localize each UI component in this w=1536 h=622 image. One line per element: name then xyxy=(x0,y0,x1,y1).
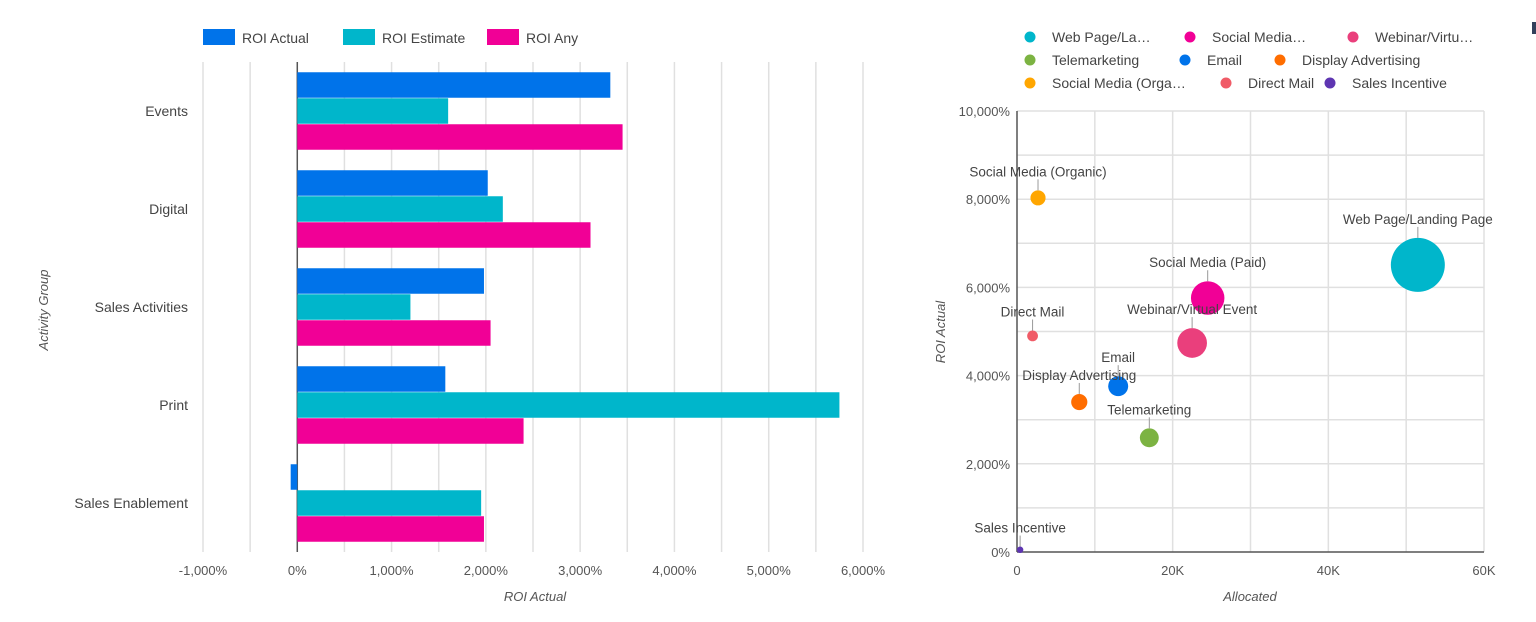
legend-label-2: Webinar/Virtu… xyxy=(1375,29,1473,45)
bar-roi-actual-print xyxy=(297,366,446,392)
bar-roi-any-sales-activities xyxy=(297,320,491,346)
bar-roi-any-print xyxy=(297,418,524,444)
bar-chart-x-axis-title: ROI Actual xyxy=(504,589,567,604)
bar-roi-estimate-sales-enablement xyxy=(297,490,482,516)
bubble-label-email: Email xyxy=(1101,350,1135,365)
scatter-chart-bubbles: Web Page/Landing Page Social Media (Paid)… xyxy=(969,164,1493,554)
scatter-y-tick-label: 10,000% xyxy=(959,104,1011,119)
roi-vs-allocated-bubble-chart: Web Page/La… Social Media… Webinar/Virtu… T… xyxy=(933,29,1496,604)
legend-label-roi-actual: ROI Actual xyxy=(242,30,309,46)
bubble-display-advertising xyxy=(1071,393,1088,411)
legend-dot-3 xyxy=(1024,54,1036,66)
bar-x-tick-label: 6,000% xyxy=(841,563,886,578)
legend-label-5: Display Advertising xyxy=(1302,52,1420,68)
category-label-sales-enablement: Sales Enablement xyxy=(74,495,188,511)
bar-roi-actual-sales-activities xyxy=(297,268,484,294)
bubble-social-media-organic xyxy=(1030,190,1046,206)
bubble-label-web-page-landing-page: Web Page/Landing Page xyxy=(1343,212,1493,227)
category-label-sales-activities: Sales Activities xyxy=(95,299,188,315)
bubble-label-social-media-organic: Social Media (Organic) xyxy=(969,164,1106,179)
legend-dot-8 xyxy=(1324,77,1336,89)
legend-label-roi-estimate: ROI Estimate xyxy=(382,30,465,46)
legend-label-1: Social Media… xyxy=(1212,29,1306,45)
legend-dot-2 xyxy=(1347,31,1359,43)
bubble-social-media-paid xyxy=(1190,281,1225,315)
category-label-events: Events xyxy=(145,103,188,119)
category-label-digital: Digital xyxy=(149,201,188,217)
scatter-y-tick-label: 4,000% xyxy=(966,369,1011,384)
bar-x-tick-label: 4,000% xyxy=(652,563,697,578)
bar-roi-any-digital xyxy=(297,222,591,248)
bubble-label-webinar-virtual-event: Webinar/Virtual Event xyxy=(1127,302,1257,317)
bar-roi-estimate-digital xyxy=(297,196,503,222)
bubble-web-page-landing-page xyxy=(1390,237,1445,292)
scatter-x-tick-label: 60K xyxy=(1472,563,1495,578)
bar-chart-legend: ROI Actual ROI Estimate ROI Any xyxy=(203,29,578,46)
legend-label-6: Social Media (Orga… xyxy=(1052,75,1186,91)
bar-chart-bars xyxy=(290,72,840,542)
scatter-y-tick-label: 6,000% xyxy=(966,280,1011,295)
bubble-label-display-advertising: Display Advertising xyxy=(1022,368,1136,383)
bar-roi-actual-digital xyxy=(297,170,488,196)
legend-dot-1 xyxy=(1184,31,1196,43)
bar-x-tick-label: 2,000% xyxy=(464,563,509,578)
legend-label-7: Direct Mail xyxy=(1248,75,1314,91)
bar-roi-actual-sales-enablement xyxy=(290,464,298,490)
bar-chart-y-axis-title: Activity Group xyxy=(36,270,51,352)
bar-x-tick-label: 3,000% xyxy=(558,563,603,578)
scatter-x-tick-label: 0 xyxy=(1013,563,1020,578)
bar-roi-actual-events xyxy=(297,72,611,98)
legend-swatch-roi-any xyxy=(487,29,519,45)
bubble-label-social-media-paid: Social Media (Paid) xyxy=(1149,255,1266,270)
scatter-x-tick-label: 40K xyxy=(1317,563,1340,578)
roi-by-activity-group-bar-chart: ROI Actual ROI Estimate ROI Any -1,000% 0% 1… xyxy=(36,29,885,604)
legend-label-0: Web Page/La… xyxy=(1052,29,1151,45)
legend-dot-6 xyxy=(1024,77,1036,89)
scatter-y-tick-label: 8,000% xyxy=(966,192,1011,207)
legend-label-4: Email xyxy=(1207,52,1242,68)
bar-roi-estimate-sales-activities xyxy=(297,294,411,320)
scatter-chart-x-axis-title: Allocated xyxy=(1222,589,1277,604)
legend-swatch-roi-actual xyxy=(203,29,235,45)
legend-dot-0 xyxy=(1024,31,1036,43)
legend-label-roi-any: ROI Any xyxy=(526,30,578,46)
bar-roi-any-sales-enablement xyxy=(297,516,484,542)
scatter-x-tick-label: 20K xyxy=(1161,563,1184,578)
legend-dot-5 xyxy=(1274,54,1286,66)
panel-edge-scroll-handle[interactable] xyxy=(1532,22,1536,34)
category-label-print: Print xyxy=(159,397,188,413)
bubble-telemarketing xyxy=(1139,428,1159,448)
bar-roi-any-events xyxy=(297,124,623,150)
legend-swatch-roi-estimate xyxy=(343,29,375,45)
bar-x-tick-label: 5,000% xyxy=(747,563,792,578)
bubble-email xyxy=(1108,376,1129,397)
legend-dot-7 xyxy=(1220,77,1232,89)
scatter-chart-legend: Web Page/La… Social Media… Webinar/Virtu… T… xyxy=(1024,29,1473,91)
bubble-label-direct-mail: Direct Mail xyxy=(1001,305,1065,320)
bubble-label-telemarketing: Telemarketing xyxy=(1107,402,1191,417)
bar-roi-estimate-events xyxy=(297,98,449,124)
scatter-y-tick-label: 2,000% xyxy=(966,457,1011,472)
scatter-y-tick-label: 0% xyxy=(991,545,1010,560)
bar-x-tick-label: -1,000% xyxy=(179,563,228,578)
legend-label-8: Sales Incentive xyxy=(1352,75,1447,91)
legend-label-3: Telemarketing xyxy=(1052,52,1139,68)
bubble-sales-incentive xyxy=(1016,546,1024,554)
scatter-chart-ticks: 0 20K 40K 60K 0% 2,000% 4,000% 6,000% 8,000% 10,0… xyxy=(959,104,1496,578)
bubble-label-sales-incentive: Sales Incentive xyxy=(974,521,1066,536)
bar-chart-category-labels: Events Digital Sales Activities Print Sales … xyxy=(74,103,188,511)
legend-dot-4 xyxy=(1179,54,1191,66)
bar-x-tick-label: 1,000% xyxy=(370,563,415,578)
bubble-direct-mail xyxy=(1027,330,1038,342)
bar-x-tick-label: 0% xyxy=(288,563,307,578)
bubble-webinar-virtual-event xyxy=(1177,328,1207,358)
bar-roi-estimate-print xyxy=(297,392,840,418)
bar-chart-x-ticks: -1,000% 0% 1,000% 2,000% 3,000% 4,000% 5,000% 6… xyxy=(179,563,886,578)
scatter-chart-gridlines xyxy=(1016,110,1485,553)
scatter-chart-y-axis-title: ROI Actual xyxy=(933,300,948,363)
